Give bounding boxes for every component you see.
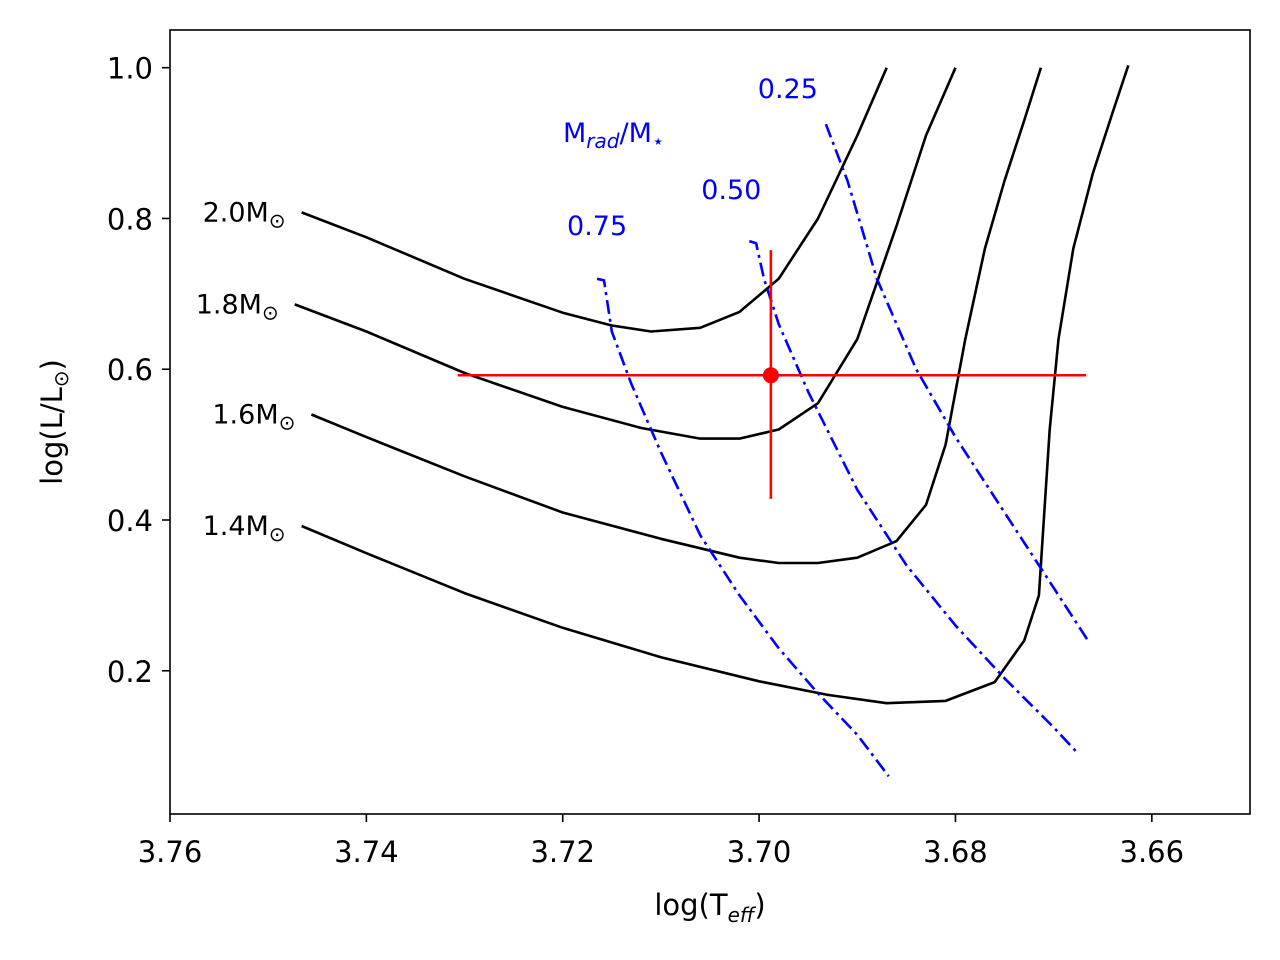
track-line-1.8M bbox=[294, 67, 957, 440]
isofrac-label: 0.25 bbox=[758, 74, 818, 105]
isofrac-label: 0.75 bbox=[567, 211, 627, 242]
y-tick-label: 0.4 bbox=[107, 504, 153, 538]
evolution-tracks bbox=[294, 64, 1130, 705]
track-label: 2.0M⊙ bbox=[203, 197, 286, 232]
star-measurement bbox=[457, 250, 1087, 499]
x-tick-label: 3.74 bbox=[334, 835, 399, 869]
track-label: 1.8M⊙ bbox=[196, 289, 279, 324]
radiative-mass-fraction-lines bbox=[596, 123, 1090, 778]
track-label: 1.6M⊙ bbox=[212, 399, 295, 434]
x-axis-ticks: 3.76 3.74 3.72 3.70 3.68 3.66 bbox=[138, 814, 1184, 869]
star-point bbox=[762, 367, 779, 384]
x-tick-label: 3.68 bbox=[923, 835, 988, 869]
plot-area bbox=[294, 64, 1130, 778]
plot-frame bbox=[169, 29, 1251, 815]
isofrac-title: Mrad/M⋆ bbox=[563, 118, 664, 153]
isofrac-line-0.75 bbox=[596, 277, 890, 778]
track-line-1.4M bbox=[301, 64, 1130, 705]
y-tick-label: 1.0 bbox=[107, 52, 153, 86]
fraction-labels: 0.75 0.50 0.25 bbox=[567, 74, 818, 242]
y-axis-ticks: 0.2 0.4 0.6 0.8 1.0 bbox=[107, 52, 170, 689]
isofrac-line-0.25 bbox=[824, 123, 1090, 642]
y-tick-label: 0.8 bbox=[107, 202, 153, 236]
x-tick-label: 3.70 bbox=[727, 835, 792, 869]
y-tick-label: 0.6 bbox=[107, 353, 153, 387]
isofrac-label: 0.50 bbox=[701, 175, 761, 206]
track-line-2.0M bbox=[301, 67, 888, 333]
y-tick-label: 0.2 bbox=[107, 655, 153, 689]
track-label: 1.4M⊙ bbox=[203, 511, 286, 546]
x-axis-title: log(Teff) bbox=[654, 888, 765, 927]
x-tick-label: 3.76 bbox=[138, 835, 203, 869]
y-axis-title: log(L/L⊙) bbox=[35, 359, 73, 485]
x-tick-label: 3.72 bbox=[530, 835, 595, 869]
track-line-1.6M bbox=[310, 67, 1043, 565]
isofrac-line-0.50 bbox=[748, 239, 1080, 755]
mass-labels: 2.0M⊙ 1.8M⊙ 1.6M⊙ 1.4M⊙ bbox=[196, 197, 296, 546]
x-tick-label: 3.66 bbox=[1120, 835, 1185, 869]
